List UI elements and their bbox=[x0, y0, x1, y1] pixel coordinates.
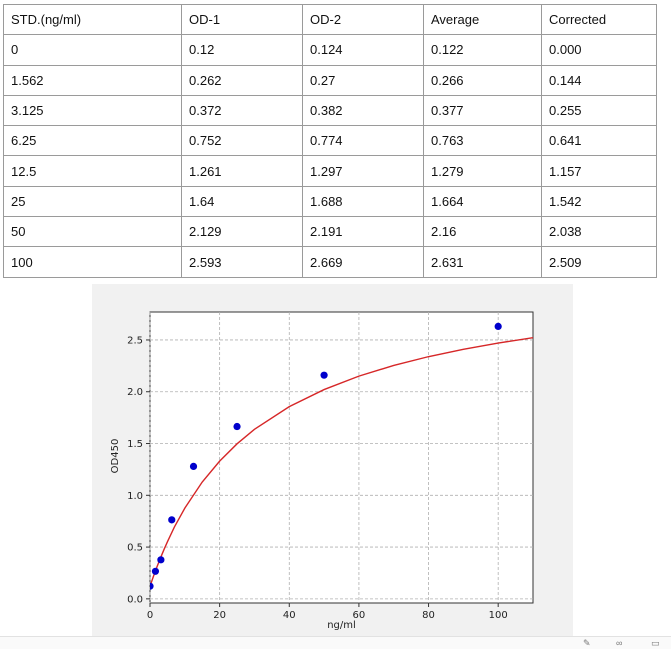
table-body: STD.(ng/ml) OD-1 OD-2 Average Corrected 0 0.12… bbox=[3, 3, 657, 278]
table-row: 3.125 0.372 0.382 0.377 0.255 bbox=[3, 94, 657, 127]
table-cell: 0.774 bbox=[302, 125, 424, 157]
table-cell: 0.377 bbox=[423, 94, 542, 127]
y-tick-label: 1.0 bbox=[127, 491, 143, 502]
plot-area bbox=[149, 311, 534, 604]
data-point bbox=[320, 371, 328, 379]
table-header-cell: STD.(ng/ml) bbox=[3, 3, 182, 36]
table-header-cell: Average bbox=[423, 3, 542, 36]
table-cell: 2.191 bbox=[302, 216, 424, 248]
y-tick-label: 0.5 bbox=[127, 543, 143, 554]
table-cell: 0.255 bbox=[541, 94, 657, 127]
table-cell: 2.16 bbox=[423, 216, 542, 248]
table-cell: 6.25 bbox=[3, 125, 182, 157]
table-cell: 1.542 bbox=[541, 185, 657, 218]
table-cell: 2.593 bbox=[181, 246, 303, 278]
axis-ticks: 0 20 40 60 80 100 0.0 0.5 1.0 1.5 2.0 2.5 bbox=[127, 335, 508, 621]
table-cell: 0.000 bbox=[541, 34, 657, 66]
table-cell: 2.129 bbox=[181, 216, 303, 248]
table-header-cell: Corrected bbox=[541, 3, 657, 36]
grid bbox=[149, 312, 533, 603]
table-header-row: STD.(ng/ml) OD-1 OD-2 Average Corrected bbox=[3, 3, 657, 36]
table-cell: 12.5 bbox=[3, 155, 182, 187]
trash-icon[interactable]: ▭ bbox=[651, 638, 660, 648]
x-tick-label: 100 bbox=[489, 610, 508, 621]
table-row: 1.562 0.262 0.27 0.266 0.144 bbox=[3, 64, 657, 96]
table-cell: 2.509 bbox=[541, 246, 657, 278]
table-cell: 2.631 bbox=[423, 246, 542, 278]
y-tick-label: 2.0 bbox=[127, 387, 143, 398]
table-cell: 0.12 bbox=[181, 34, 303, 66]
table-cell: 0.262 bbox=[181, 64, 303, 96]
chart-panel: 0 20 40 60 80 100 0.0 0.5 1.0 1.5 2.0 2.5 ng/ml OD4… bbox=[92, 284, 573, 636]
table-cell: 100 bbox=[3, 246, 182, 278]
table-cell: 1.297 bbox=[302, 155, 424, 187]
table-cell: 0 bbox=[3, 34, 182, 66]
table-cell: 0.266 bbox=[423, 64, 542, 96]
x-tick-label: 20 bbox=[213, 610, 226, 621]
y-axis-label: OD450 bbox=[110, 439, 121, 474]
glasses-icon[interactable]: ∞ bbox=[616, 638, 623, 648]
x-tick-label: 60 bbox=[353, 610, 366, 621]
table-row: 50 2.129 2.191 2.16 2.038 bbox=[3, 216, 657, 248]
table-cell: 3.125 bbox=[3, 94, 182, 127]
table-cell: 50 bbox=[3, 216, 182, 248]
x-tick-label: 80 bbox=[422, 610, 435, 621]
table-cell: 0.122 bbox=[423, 34, 542, 66]
table-row: 6.25 0.752 0.774 0.763 0.641 bbox=[3, 125, 657, 157]
table-row: 100 2.593 2.669 2.631 2.509 bbox=[3, 246, 657, 278]
data-point bbox=[168, 516, 176, 524]
table-cell: 1.64 bbox=[181, 185, 303, 218]
y-tick-label: 2.5 bbox=[127, 335, 143, 346]
table-cell: 0.763 bbox=[423, 125, 542, 157]
data-point bbox=[150, 582, 154, 590]
data-point bbox=[157, 556, 165, 564]
x-axis-label: ng/ml bbox=[327, 620, 356, 631]
table-cell: 1.562 bbox=[3, 64, 182, 96]
table-row: 25 1.64 1.688 1.664 1.542 bbox=[3, 185, 657, 218]
data-point bbox=[233, 422, 241, 431]
table-cell: 0.27 bbox=[302, 64, 424, 96]
table-cell: 1.279 bbox=[423, 155, 542, 187]
table-cell: 0.144 bbox=[541, 64, 657, 96]
table-cell: 0.382 bbox=[302, 94, 424, 127]
table-row: 12.5 1.261 1.297 1.279 1.157 bbox=[3, 155, 657, 187]
data-point bbox=[151, 567, 160, 575]
table-header-cell: OD-1 bbox=[181, 3, 303, 36]
table-cell: 1.261 bbox=[181, 155, 303, 187]
table-cell: 0.641 bbox=[541, 125, 657, 157]
y-tick-label: 1.5 bbox=[127, 439, 143, 450]
pen-icon[interactable]: ✎ bbox=[583, 638, 591, 648]
x-tick-label: 0 bbox=[147, 610, 153, 621]
standard-curve-table: STD.(ng/ml) OD-1 OD-2 Average Corrected 0 0.12… bbox=[3, 3, 657, 278]
data-point bbox=[494, 322, 502, 330]
table-row: 0 0.12 0.124 0.122 0.000 bbox=[3, 34, 657, 66]
x-tick-label: 40 bbox=[283, 610, 296, 621]
table-cell: 0.752 bbox=[181, 125, 303, 157]
table-cell: 1.688 bbox=[302, 185, 424, 218]
table-cell: 1.157 bbox=[541, 155, 657, 187]
table-cell: 0.124 bbox=[302, 34, 424, 66]
table-cell: 0.372 bbox=[181, 94, 303, 127]
bottom-toolbar: ✎ ∞ ▭ bbox=[0, 636, 671, 649]
table-cell: 25 bbox=[3, 185, 182, 218]
data-point bbox=[189, 462, 198, 471]
standard-curve-chart: 0 20 40 60 80 100 0.0 0.5 1.0 1.5 2.0 2.5 ng/ml OD4… bbox=[110, 311, 534, 631]
y-tick-label: 0.0 bbox=[127, 594, 143, 605]
table-cell: 2.669 bbox=[302, 246, 424, 278]
data-points-group bbox=[150, 322, 502, 590]
table-cell: 2.038 bbox=[541, 216, 657, 248]
table-cell: 1.664 bbox=[423, 185, 542, 218]
table-header-cell: OD-2 bbox=[302, 3, 424, 36]
